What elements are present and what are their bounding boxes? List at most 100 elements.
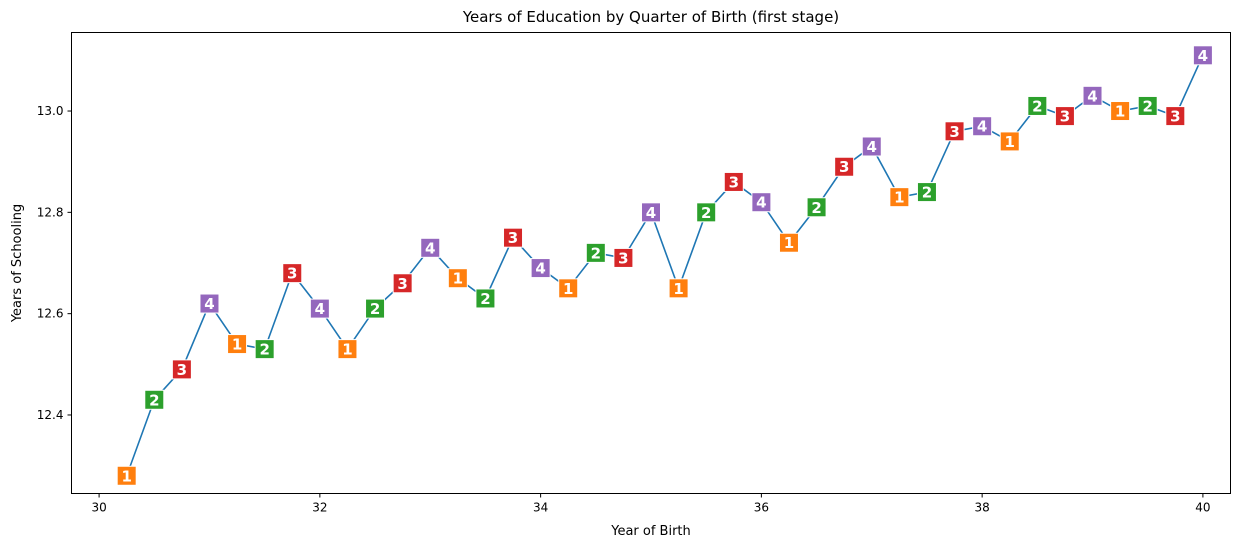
marker-box [973,117,992,136]
marker-label: 1 [453,270,463,288]
marker-box [945,122,964,141]
marker-label: 3 [1060,108,1070,126]
marker-label: 4 [535,260,545,278]
data-point-q1: 1 [999,131,1020,152]
marker-box [531,259,550,278]
marker-label: 1 [121,467,131,485]
data-point-q1: 1 [558,278,579,299]
marker-box [752,193,771,212]
marker-label: 3 [618,249,628,267]
marker-label: 4 [977,118,987,136]
data-point-q2: 2 [365,298,386,319]
marker-box [669,279,688,298]
data-point-q4: 4 [972,116,993,137]
marker-box [448,269,467,288]
data-point-q4: 4 [1192,45,1213,66]
marker-box [310,299,329,318]
data-point-q2: 2 [254,339,275,360]
marker-box [366,299,385,318]
marker-label: 2 [149,391,159,409]
data-point-q3: 3 [1054,106,1075,127]
y-axis: 12.4 12.6 12.8 13.0 [37,104,72,422]
marker-label: 2 [259,341,269,359]
chart-title: Years of Education by Quarter of Birth (… [462,8,839,26]
marker-box [1166,107,1185,126]
marker-label: 3 [729,173,739,191]
marker-label: 1 [1005,133,1015,151]
x-tick-label: 34 [533,501,548,515]
marker-box [779,233,798,252]
marker-label: 4 [756,194,766,212]
marker-label: 1 [673,280,683,298]
marker-box [200,294,219,313]
x-axis: 30 32 34 36 38 40 [91,493,1211,515]
data-point-q2: 2 [696,202,717,223]
y-tick-label: 12.4 [37,408,64,422]
y-tick-label: 12.6 [37,307,64,321]
marker-box [586,243,605,262]
marker-box [697,203,716,222]
plot-frame [71,32,1231,494]
marker-label: 3 [397,275,407,293]
marker-box [917,183,936,202]
y-tick-label: 13.0 [37,104,64,118]
data-point-q4: 4 [861,136,882,157]
data-point-q2: 2 [144,389,165,410]
marker-box [614,248,633,267]
x-tick-label: 38 [975,501,990,515]
marker-box [172,360,191,379]
marker-label: 3 [508,229,518,247]
marker-box [807,198,826,217]
y-axis-label: Years of Schooling [10,204,25,323]
data-point-q1: 1 [227,334,248,355]
marker-box [145,390,164,409]
marker-box [1193,46,1212,65]
marker-label: 2 [1142,97,1152,115]
data-point-q3: 3 [723,171,744,192]
data-point-q3: 3 [503,227,524,248]
marker-box [255,340,274,359]
data-point-q1: 1 [337,339,358,360]
marker-label: 2 [591,244,601,262]
marker-label: 3 [287,265,297,283]
x-tick-label: 36 [754,501,769,515]
marker-label: 1 [784,234,794,252]
marker-label: 4 [1198,47,1208,65]
data-point-q2: 2 [1027,95,1048,116]
data-point-q1: 1 [889,187,910,208]
marker-box [642,203,660,222]
marker-box [1000,132,1019,151]
marker-label: 2 [811,199,821,217]
marker-label: 1 [563,280,573,298]
data-point-q3: 3 [834,156,855,177]
marker-label: 1 [1115,103,1125,121]
marker-box [1111,102,1130,121]
marker-box [117,466,136,485]
marker-box [228,335,247,354]
y-tick-label: 12.8 [37,205,64,219]
x-tick-label: 32 [312,501,327,515]
data-point-q4: 4 [309,298,330,319]
marker-label: 4 [867,138,877,156]
marker-label: 4 [1087,87,1097,105]
data-point-q3: 3 [171,359,192,380]
data-point-q1: 1 [778,232,799,253]
marker-box [283,264,302,283]
data-point-q2: 2 [806,197,827,218]
marker-label: 2 [370,300,380,318]
marker-box [835,157,854,176]
data-point-q4: 4 [1082,85,1103,106]
marker-box [559,279,578,298]
marker-label: 3 [177,361,187,379]
marker-label: 4 [315,300,325,318]
data-point-q4: 4 [751,192,772,213]
data-point-q1: 1 [447,268,468,289]
marker-box [504,228,523,247]
marker-label: 1 [342,341,352,359]
data-point-q2: 2 [475,288,496,309]
marker-box [393,274,412,293]
marker-label: 4 [204,295,214,313]
data-point-q1: 1 [668,278,689,299]
